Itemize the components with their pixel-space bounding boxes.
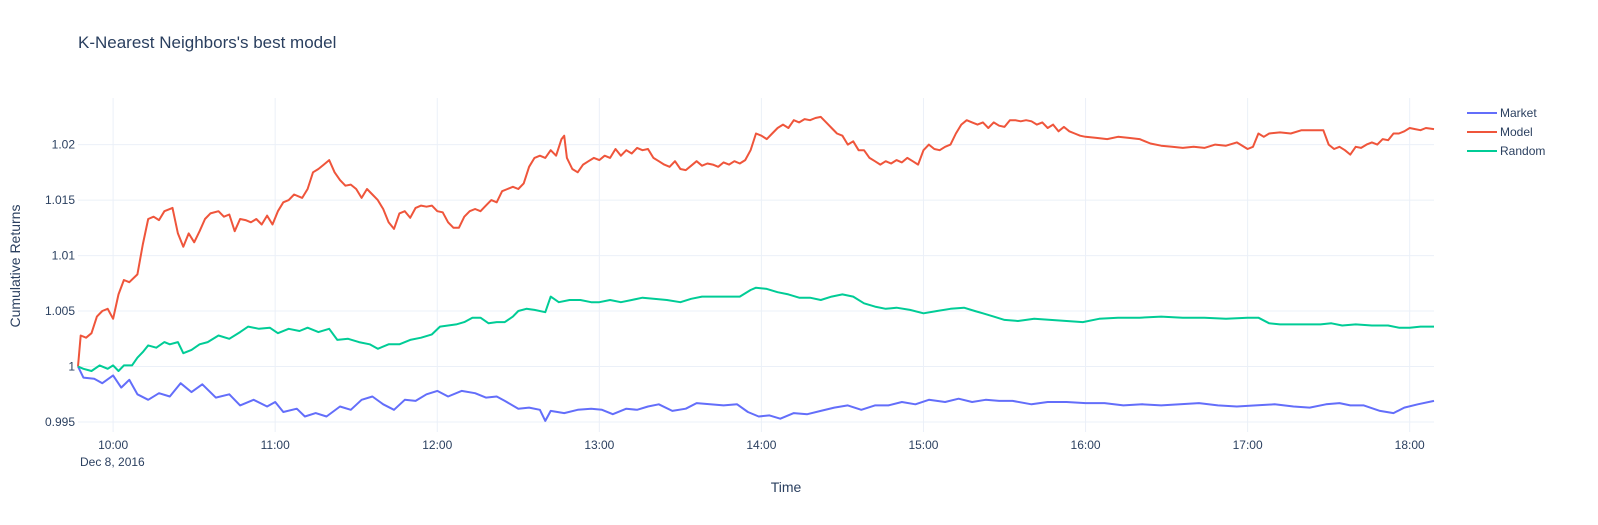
y-tick-label: 1.015 — [45, 193, 75, 207]
x-tick-label: 12:00 — [422, 438, 452, 452]
legend-item-market[interactable]: Market — [1467, 106, 1537, 120]
legend-label: Random — [1500, 144, 1545, 158]
legend-item-model[interactable]: Model — [1467, 125, 1533, 139]
x-tick-label: 15:00 — [908, 438, 938, 452]
legend-label: Market — [1500, 106, 1537, 120]
legend[interactable]: Market Model Random — [1467, 106, 1545, 158]
x-tick-label: 10:00 — [98, 438, 128, 452]
y-tick-label: 1.005 — [45, 304, 75, 318]
series-layer — [77, 115, 1435, 422]
y-axis: 0.995 1 1.005 1.01 1.015 1.02 — [45, 138, 75, 429]
x-axis: 10:00 11:00 12:00 13:00 14:00 15:00 16:00 17:00… — [98, 438, 1425, 452]
y-tick-label: 1 — [68, 360, 75, 374]
chart-title: K-Nearest Neighbors's best model — [78, 33, 336, 52]
x-axis-title: Time — [771, 479, 802, 495]
x-tick-label: 11:00 — [261, 438, 290, 452]
x-axis-date-label: Dec 8, 2016 — [80, 455, 145, 469]
grid — [78, 98, 1434, 432]
series-line-market[interactable] — [77, 366, 1435, 422]
x-tick-label: 13:00 — [584, 438, 614, 452]
series-line-random[interactable] — [77, 286, 1434, 372]
y-tick-label: 0.995 — [45, 415, 75, 429]
legend-label: Model — [1500, 125, 1533, 139]
y-tick-label: 1.01 — [52, 249, 76, 263]
x-tick-label: 18:00 — [1395, 438, 1425, 452]
x-tick-label: 17:00 — [1233, 438, 1263, 452]
x-tick-label: 14:00 — [746, 438, 776, 452]
legend-item-random[interactable]: Random — [1467, 144, 1545, 158]
y-axis-title: Cumulative Returns — [7, 205, 23, 328]
x-tick-label: 16:00 — [1071, 438, 1101, 452]
series-line-model[interactable] — [77, 115, 1435, 367]
y-tick-label: 1.02 — [52, 138, 76, 152]
